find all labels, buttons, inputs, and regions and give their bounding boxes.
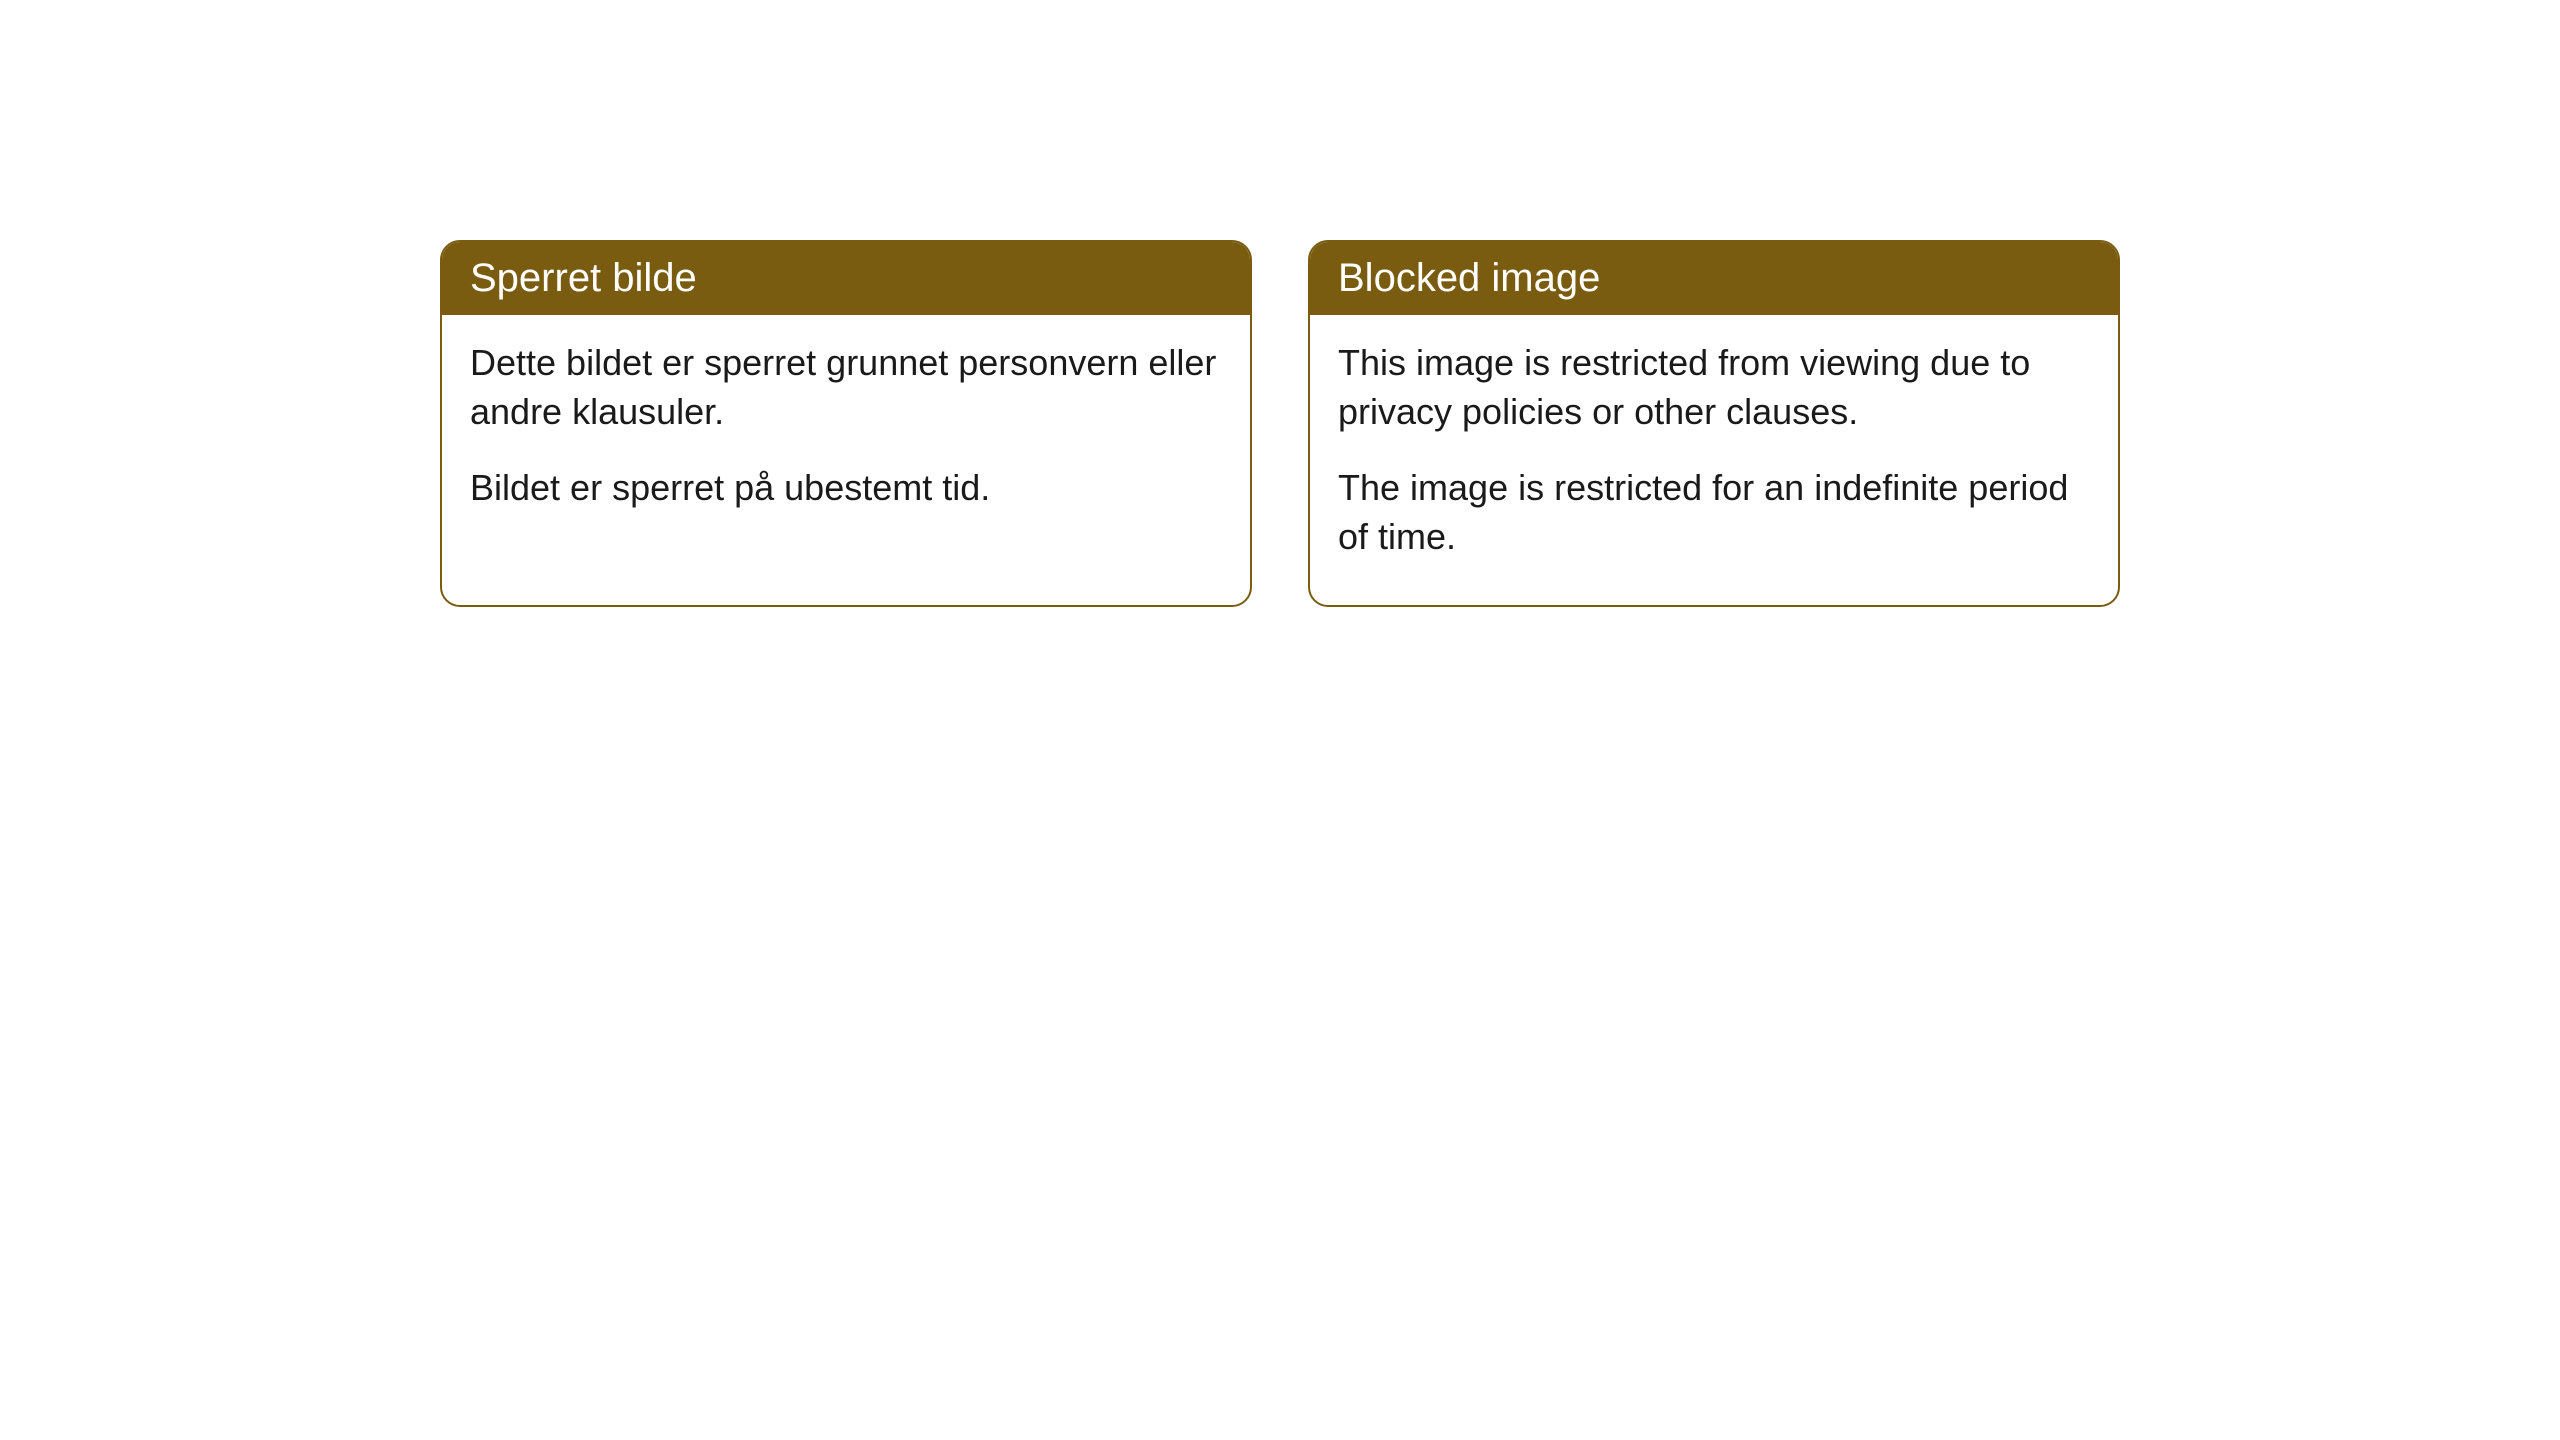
card-norwegian: Sperret bilde Dette bildet er sperret gr… [440,240,1252,607]
card-paragraph: The image is restricted for an indefinit… [1338,464,2090,561]
card-header: Blocked image [1310,242,2118,315]
card-paragraph: Dette bildet er sperret grunnet personve… [470,339,1222,436]
card-paragraph: This image is restricted from viewing du… [1338,339,2090,436]
card-title: Blocked image [1338,256,1600,300]
card-body: This image is restricted from viewing du… [1310,315,2118,605]
card-english: Blocked image This image is restricted f… [1308,240,2120,607]
card-paragraph: Bildet er sperret på ubestemt tid. [470,464,1222,513]
card-title: Sperret bilde [470,256,697,300]
card-body: Dette bildet er sperret grunnet personve… [442,315,1250,557]
card-container: Sperret bilde Dette bildet er sperret gr… [0,240,2560,607]
card-header: Sperret bilde [442,242,1250,315]
